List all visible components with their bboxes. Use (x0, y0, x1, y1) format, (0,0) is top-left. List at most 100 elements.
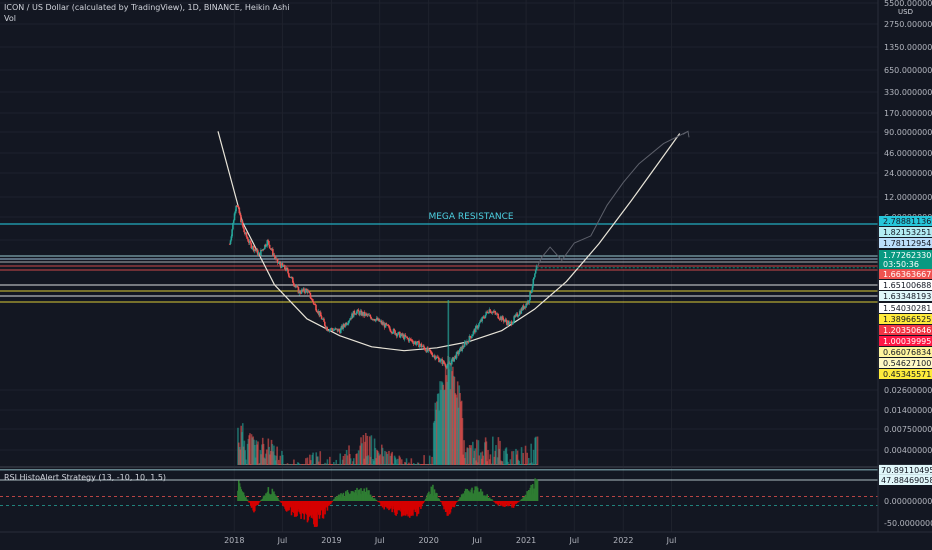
price-badge-label: 2.78881136 (883, 217, 931, 226)
volume-bar (495, 445, 497, 465)
rsi-bar (492, 500, 494, 502)
candle-body (470, 336, 473, 339)
time-tick-label: 2021 (516, 536, 536, 545)
volume-bar (273, 455, 276, 465)
volume-bar (509, 459, 512, 465)
candle-body (378, 318, 380, 322)
candle-body (326, 327, 328, 331)
candle-body (416, 341, 419, 344)
candle-body (436, 356, 439, 358)
volume-bar (346, 455, 349, 465)
candle-body (296, 286, 299, 288)
time-axis[interactable]: 2018 Jul 2019 Jul 2020 Jul 2021 Jul 2022 Jul (224, 536, 676, 545)
candle-body (307, 290, 309, 293)
candle-body (484, 314, 487, 319)
candle-body (483, 317, 486, 319)
candle-body (415, 341, 417, 345)
candle-body (508, 322, 511, 325)
price-tick-label: 170.00000000 (884, 109, 932, 118)
candle-body (353, 310, 356, 315)
volume-bar (384, 450, 386, 465)
candle-body (434, 355, 436, 360)
candle-body (245, 232, 248, 237)
candle-body (419, 344, 421, 348)
volume-bar (487, 450, 489, 465)
rsi-bar (324, 501, 326, 515)
price-tick-label: 90.00000000 (884, 128, 932, 137)
volume-bar (253, 445, 256, 465)
price-tick-label: 12.00000000 (884, 193, 932, 202)
price-badge (879, 227, 932, 237)
candle-body (250, 243, 253, 249)
candle-body (256, 249, 259, 255)
rsi-badge-label: 70.89110495 (881, 466, 932, 475)
volume-bar (386, 454, 389, 465)
rsi-bar (257, 501, 260, 504)
rsi-bar (316, 501, 318, 527)
candle-body (309, 292, 312, 299)
candle-body (498, 319, 501, 320)
candle-body (516, 313, 519, 317)
candle-body (246, 236, 249, 239)
candle-body (288, 276, 291, 278)
candle-body (355, 313, 357, 315)
volume-bar (379, 454, 381, 465)
volume-bar (257, 441, 259, 465)
candle-body (264, 244, 266, 249)
volume-bar (507, 461, 509, 465)
volume-bar (329, 456, 331, 465)
candle-body (280, 263, 283, 268)
price-badge-label: 1.65100688 (883, 281, 931, 290)
volume-bar (265, 449, 268, 465)
time-tick-label: 2020 (418, 536, 438, 545)
volume-bar (516, 450, 519, 465)
volume-bar (501, 461, 504, 465)
candle-body (403, 334, 406, 340)
candle-body (455, 352, 458, 359)
volume-bar (309, 460, 312, 465)
candle-body (263, 248, 265, 250)
volume-bar (357, 450, 360, 465)
candle-body (287, 269, 289, 274)
candle-body (418, 341, 420, 348)
volume-bar (361, 443, 363, 465)
rsi-bar (436, 493, 438, 501)
candle-body (409, 338, 412, 340)
volume-bar (312, 452, 314, 465)
candle-body (299, 290, 301, 293)
volume-bar (241, 423, 244, 465)
candle-body (262, 249, 265, 251)
volume-bar (467, 448, 469, 465)
candle-body (446, 365, 448, 368)
volume-bar (356, 453, 358, 465)
rsi-bar (432, 484, 434, 501)
rsi-bar (417, 501, 420, 514)
candle-body (401, 333, 404, 337)
volume-tick-label: 0.00750000 (884, 425, 932, 434)
time-tick-label: Jul (277, 536, 288, 545)
candle-body (264, 244, 267, 247)
chart-title: ICON / US Dollar (calculated by TradingV… (4, 3, 290, 12)
rsi-bar (530, 484, 532, 501)
candle-body (462, 346, 464, 348)
volume-bar (399, 457, 401, 465)
rsi-bar (322, 501, 325, 519)
candle-body (242, 225, 245, 229)
candle-body (252, 245, 255, 252)
candle-body (443, 363, 446, 365)
candle-body (530, 290, 533, 294)
rsi-bar (277, 500, 280, 501)
candle-body (518, 315, 520, 317)
cup-arc (217, 131, 681, 352)
candle-body (439, 359, 442, 362)
candle-body (338, 329, 340, 331)
volume-bar (374, 448, 377, 465)
volume-bar (532, 449, 535, 465)
price-axis[interactable]: 5500.00000000 2750.00000000 1350.00000000 6… (879, 0, 932, 528)
candle-body (529, 291, 531, 301)
candle-body (315, 304, 317, 311)
candle-body (238, 207, 241, 214)
volume-bar (306, 457, 309, 465)
volume-label: Vol (4, 14, 16, 23)
